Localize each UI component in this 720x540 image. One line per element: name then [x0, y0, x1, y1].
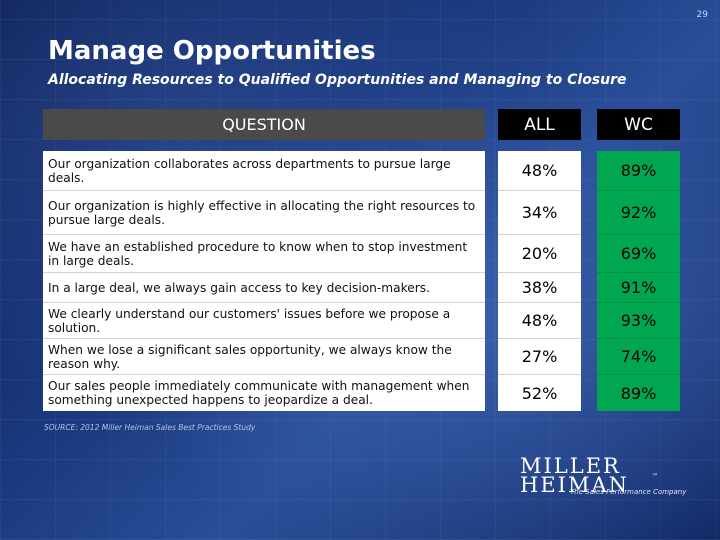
all-value: 27%	[498, 339, 581, 375]
wc-value: 89%	[620, 383, 657, 403]
question-column: Our organization collaborates across dep…	[43, 151, 485, 411]
wc-value: 74%	[597, 339, 680, 375]
question-cell: Our organization is highly effective in …	[43, 191, 485, 235]
header-all: ALL	[498, 109, 581, 140]
logo-text-heiman: HEIMAN	[520, 473, 629, 497]
wc-value: 92%	[597, 191, 680, 235]
header-wc: WC	[597, 109, 680, 140]
all-value: 20%	[498, 235, 581, 273]
all-column: 48% 34% 20% 38% 48% 27% 52%	[498, 151, 581, 411]
wc-value: 91%	[597, 273, 680, 303]
question-cell: In a large deal, we always gain access t…	[43, 273, 485, 303]
question-cell: We have an established procedure to know…	[43, 235, 485, 273]
slide-title: Manage Opportunities	[48, 36, 376, 66]
page-number: 29	[696, 10, 708, 20]
wc-value: 69%	[597, 235, 680, 273]
all-value: 34%	[498, 191, 581, 235]
logo-trademark: ™	[652, 473, 658, 480]
source-note: SOURCE: 2012 Miller Heiman Sales Best Pr…	[44, 423, 256, 432]
question-cell: Our organization collaborates across dep…	[43, 151, 485, 191]
all-value: 38%	[498, 273, 581, 303]
all-value: 48%	[498, 151, 581, 191]
wc-value: 93%	[597, 303, 680, 339]
slide-subtitle: Allocating Resources to Qualified Opport…	[48, 72, 627, 88]
miller-heiman-logo: MILLER HEIMAN ™ The Sales Performance Co…	[520, 454, 686, 498]
logo-tagline: The Sales Performance Company	[570, 488, 687, 496]
question-cell: We clearly understand our customers' iss…	[43, 303, 485, 339]
logo-text-miller: MILLER	[520, 454, 621, 478]
wc-value: 89%	[597, 151, 680, 191]
all-value: 48%	[498, 303, 581, 339]
all-value: 52%	[521, 383, 558, 403]
wc-column: 89% 92% 69% 91% 93% 74% 89%	[597, 151, 680, 411]
question-cell: When we lose a significant sales opportu…	[43, 339, 485, 375]
question-cell: Our sales people immediately communicate…	[48, 379, 470, 407]
header-question: QUESTION	[43, 109, 485, 140]
